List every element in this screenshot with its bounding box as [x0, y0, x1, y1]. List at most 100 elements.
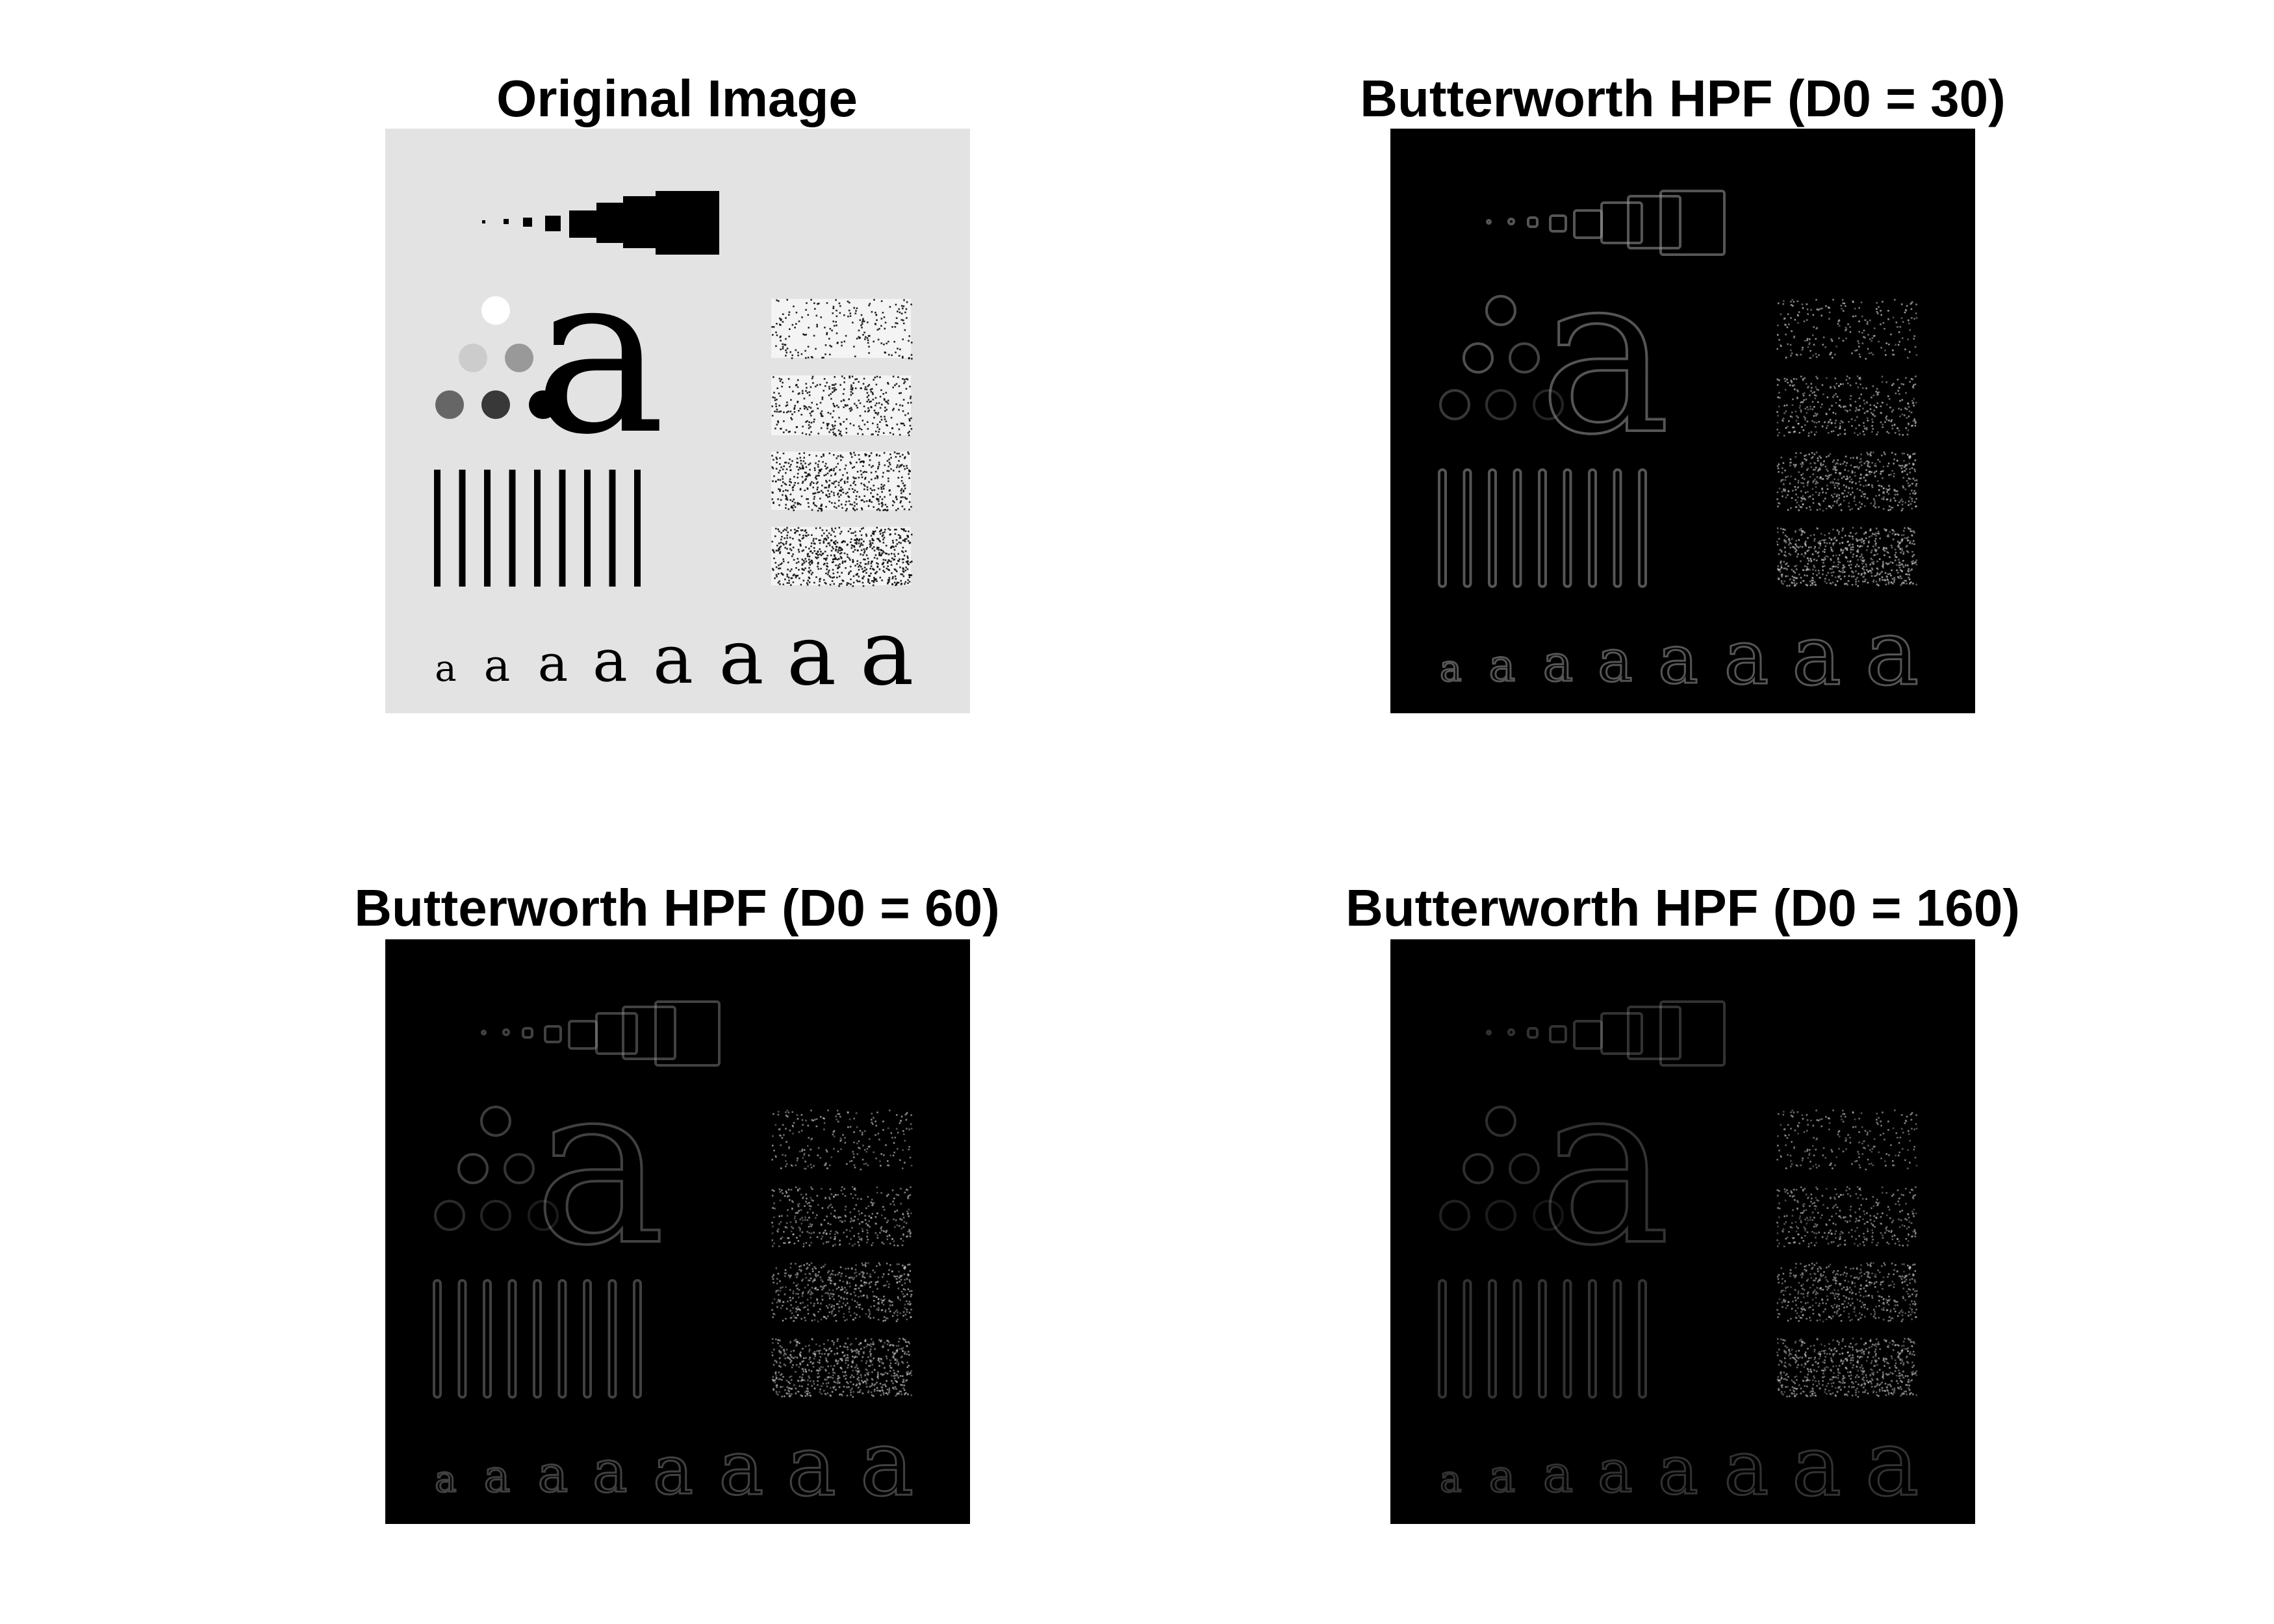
- noise-dot: [1854, 419, 1856, 422]
- noise-dot: [787, 431, 790, 433]
- noise-dot: [854, 565, 856, 567]
- noise-dot: [1911, 489, 1913, 492]
- noise-dot: [1880, 473, 1882, 475]
- noise-dot: [858, 1210, 860, 1212]
- noise-dot: [784, 344, 787, 346]
- circle-mark: [1463, 342, 1494, 374]
- noise-dot: [856, 541, 858, 543]
- noise-rectangle: [771, 1110, 913, 1171]
- noise-dot: [1813, 548, 1816, 550]
- noise-dot: [847, 543, 849, 546]
- noise-dot: [1843, 302, 1846, 305]
- noise-dot: [842, 492, 845, 494]
- noise-dot: [802, 1301, 804, 1304]
- noise-dot: [1798, 311, 1800, 313]
- noise-rectangle: [1776, 451, 1918, 512]
- noise-dot: [1798, 423, 1800, 425]
- noise-rectangle: [771, 1338, 913, 1398]
- noise-dot: [814, 469, 816, 472]
- noise-dot: [884, 464, 886, 466]
- noise-dot: [895, 1278, 898, 1280]
- noise-dot: [1900, 500, 1902, 501]
- noise-dot: [836, 315, 838, 318]
- noise-dot: [833, 468, 836, 470]
- noise-dot: [797, 1283, 799, 1286]
- noise-dot: [772, 1135, 774, 1137]
- noise-dot: [839, 1289, 842, 1291]
- noise-dot: [1808, 496, 1810, 498]
- noise-dot: [774, 399, 776, 401]
- noise-dot: [1871, 535, 1872, 537]
- noise-dot: [867, 399, 870, 401]
- noise-dot: [784, 344, 786, 346]
- noise-dot: [778, 530, 780, 533]
- noise-dot: [1884, 572, 1887, 574]
- noise-dot: [1843, 565, 1845, 566]
- noise-dot: [881, 1214, 883, 1217]
- noise-dot: [834, 1283, 837, 1285]
- noise-dot: [904, 550, 907, 552]
- noise-dot: [869, 1282, 871, 1284]
- noise-dot: [1864, 505, 1866, 507]
- noise-dot: [800, 1209, 802, 1212]
- noise-dot: [862, 554, 864, 556]
- noise-dot: [880, 1226, 883, 1228]
- noise-dot: [1851, 425, 1853, 427]
- noise-dot: [775, 480, 777, 483]
- noise-dot: [888, 559, 890, 561]
- noise-dot: [1888, 398, 1891, 400]
- noise-dot: [892, 375, 895, 377]
- noise-dot: [1873, 404, 1876, 407]
- noise-dot: [778, 405, 780, 407]
- noise-dot: [1795, 452, 1797, 454]
- noise-dot: [1782, 419, 1783, 422]
- vertical-bar: [1563, 468, 1572, 588]
- noise-dot: [1798, 539, 1800, 541]
- noise-dot: [1832, 505, 1834, 507]
- noise-dot: [1802, 378, 1804, 380]
- noise-dot: [823, 357, 824, 359]
- noise-dot: [864, 1130, 866, 1132]
- noise-dot: [1779, 568, 1782, 570]
- noise-dot: [782, 431, 785, 433]
- noise-dot: [1856, 457, 1858, 459]
- noise-dot: [1856, 563, 1858, 566]
- noise-dot: [815, 1275, 817, 1278]
- noise-dot: [795, 1212, 797, 1214]
- noise-dot: [804, 1379, 806, 1382]
- noise-dot: [1780, 344, 1782, 346]
- noise-dot: [896, 1358, 898, 1361]
- noise-dot: [1915, 354, 1918, 356]
- noise-dot: [775, 1338, 777, 1341]
- noise-dot: [840, 547, 842, 550]
- noise-dot: [887, 568, 889, 570]
- noise-dot: [1874, 500, 1876, 502]
- noise-dot: [1911, 534, 1913, 537]
- noise-dot: [1816, 509, 1819, 511]
- noise-dot: [1902, 530, 1905, 532]
- noise-dot: [811, 509, 813, 511]
- noise-dot: [873, 1388, 876, 1391]
- noise-dot: [1794, 572, 1796, 574]
- noise-dot: [1859, 484, 1861, 486]
- noise-dot: [797, 472, 799, 475]
- noise-dot: [804, 1319, 807, 1322]
- noise-dot: [774, 577, 776, 579]
- noise-dot: [828, 386, 830, 388]
- noise-dot: [813, 492, 815, 494]
- noise-dot: [1816, 527, 1819, 529]
- noise-dot: [1865, 578, 1867, 581]
- noise-dot: [797, 1341, 799, 1343]
- noise-dot: [854, 509, 856, 511]
- noise-dot: [782, 1286, 784, 1288]
- noise-dot: [1820, 464, 1822, 467]
- noise-dot: [1906, 544, 1908, 547]
- noise-dot: [1859, 383, 1861, 385]
- noise-dot: [1796, 555, 1798, 558]
- noise-dot: [858, 496, 861, 498]
- noise-dot: [886, 409, 888, 411]
- noise-dot: [831, 424, 834, 426]
- noise-dot: [882, 559, 885, 561]
- noise-dot: [856, 572, 858, 575]
- noise-dot: [903, 379, 906, 381]
